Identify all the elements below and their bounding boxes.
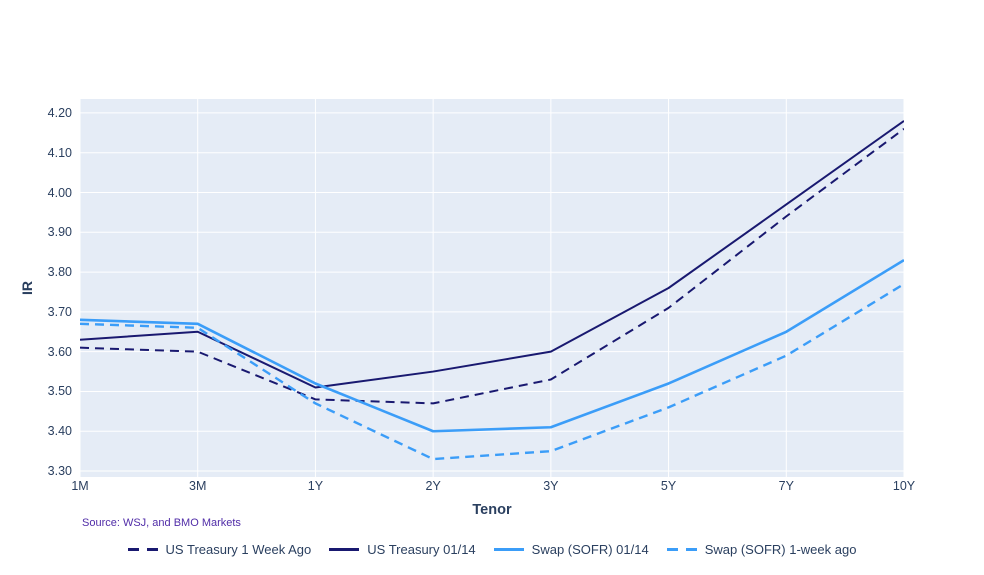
y-tick-label: 4.20 [47,105,72,120]
x-tick-label: 7Y [778,479,794,493]
x-tick-label: 5Y [660,479,677,493]
x-tick-label: 3M [189,479,207,493]
legend-item-us-treasury-01-14[interactable]: US Treasury 01/14 [329,541,476,557]
x-tick-label: 1Y [307,479,324,493]
chart-canvas [80,99,904,477]
y-tick-label: 3.30 [47,464,72,479]
series-line-us-treasury-1-week-ago [80,128,904,405]
legend-line-sample [493,547,524,551]
legend-label: US Treasury 01/14 [367,541,476,557]
legend-item-us-treasury-1-week-ago[interactable]: US Treasury 1 Week Ago [127,541,312,557]
legend: US Treasury 1 Week Ago US Treasury 01/14 S… [80,538,904,560]
y-tick-label: 4.00 [47,185,72,200]
series-line-swap-sofr-01-14 [80,259,904,433]
legend-label: Swap (SOFR) 1-week ago [704,541,857,557]
y-tick-label: 3.90 [47,225,72,240]
x-tick-label: 1M [71,479,89,493]
plot-area [80,99,904,477]
series-line-swap-sofr-1-week-ago [80,282,904,461]
y-tick-label: 3.60 [47,344,72,359]
x-tick-label: 3Y [543,479,559,493]
y-tick-label: 3.70 [47,304,72,319]
legend-label: US Treasury 1 Week Ago [165,541,312,557]
y-axis-title: IR [19,281,35,295]
y-tick-label: 3.50 [47,384,72,399]
x-axis-title: Tenor [472,502,512,518]
legend-line-sample [127,547,158,551]
source-note: Source: WSJ, and BMO Markets [82,517,241,529]
y-tick-label: 4.10 [47,145,72,160]
legend-line-sample [329,547,360,551]
x-tick-label: 2Y [425,479,441,493]
x-tick-label: 10Y [892,479,916,493]
series-line-us-treasury-01-14 [80,120,904,389]
y-tick-label: 3.40 [47,424,72,439]
y-tick-label: 3.80 [47,265,72,280]
legend-item-swap-sofr-01-14[interactable]: Swap (SOFR) 01/14 [493,541,649,557]
legend-label: Swap (SOFR) 01/14 [531,541,649,557]
legend-line-sample [666,547,697,551]
legend-item-swap-sofr-1-week-ago[interactable]: Swap (SOFR) 1-week ago [666,541,857,557]
